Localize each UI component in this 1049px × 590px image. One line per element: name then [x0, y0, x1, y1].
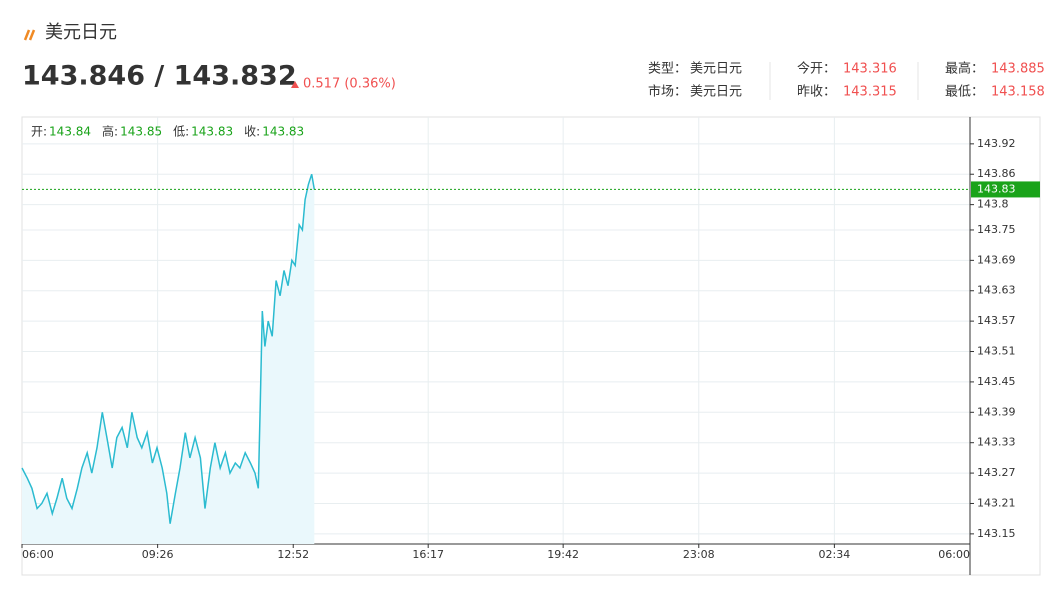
x-tick-label: 16:17 [412, 548, 444, 561]
ohlc-value: 143.85 [120, 125, 162, 139]
ohlc-label: 开: [31, 125, 47, 139]
quote-value: 143.158 [991, 85, 1045, 100]
quote-value: 143.885 [991, 62, 1045, 77]
x-tick-label: 06:00 [938, 548, 970, 561]
title: 美元日元 [45, 22, 117, 43]
x-tick-label: 23:08 [683, 548, 715, 561]
last-price-label: 143.83 [977, 182, 1016, 195]
quote-value: 美元日元 [690, 62, 742, 77]
y-tick-label: 143.39 [977, 405, 1016, 418]
y-tick-label: 143.57 [977, 314, 1016, 327]
ohlc-label: 收: [244, 125, 260, 139]
x-tick-label: 09:26 [142, 548, 174, 561]
y-tick-label: 143.75 [977, 223, 1016, 236]
quote-label: 市场： [648, 84, 687, 100]
x-tick-label: 06:00 [22, 548, 54, 561]
x-tick-label: 19:42 [547, 548, 579, 561]
ohlc-value: 143.83 [262, 125, 304, 139]
ohlc-value: 143.84 [49, 125, 91, 139]
change: 0.517 (0.36%) [303, 77, 396, 92]
x-tick-label: 02:34 [819, 548, 851, 561]
up-arrow [291, 81, 299, 88]
quote-label: 最高： [945, 61, 984, 77]
area [22, 174, 315, 544]
y-tick-label: 143.21 [977, 496, 1016, 509]
y-tick-label: 143.45 [977, 375, 1016, 388]
y-tick-label: 143.92 [977, 137, 1016, 150]
y-tick-label: 143.69 [977, 253, 1016, 266]
y-tick-label: 143.27 [977, 466, 1016, 479]
y-tick-label: 143.33 [977, 436, 1016, 449]
ohlc-label: 低: [173, 125, 189, 139]
price: 143.846 / 143.832 [22, 61, 297, 92]
quote-value: 美元日元 [690, 85, 742, 100]
ohlc-label: 高: [102, 124, 118, 139]
ohlc-value: 143.83 [191, 125, 233, 139]
y-tick-label: 143.15 [977, 527, 1016, 540]
last-price-box [971, 181, 1040, 198]
x-tick-label: 12:52 [277, 548, 309, 561]
quote-label: 昨收： [797, 85, 836, 100]
quote-label: 最低： [945, 85, 984, 100]
y-tick-label: 143.63 [977, 284, 1016, 297]
chart-frame [21, 116, 1041, 576]
quote-value: 143.316 [843, 62, 897, 77]
y-tick-label: 143.51 [977, 345, 1016, 358]
quote-label: 今开： [797, 61, 836, 77]
quote-label: 类型： [648, 62, 687, 77]
logo-icon [23, 29, 36, 41]
quote-value: 143.315 [843, 85, 897, 100]
line [21, 173, 316, 524]
y-tick-label: 143.86 [977, 167, 1016, 180]
y-tick-label: 143.8 [977, 198, 1009, 211]
